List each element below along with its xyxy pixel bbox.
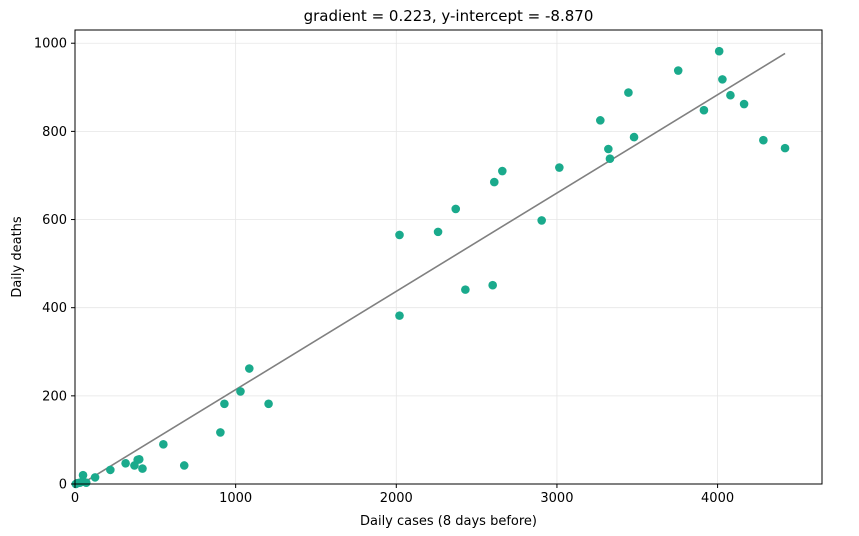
data-point bbox=[673, 66, 683, 75]
data-point bbox=[433, 227, 443, 237]
x-tick-label: 2000 bbox=[380, 491, 413, 506]
data-point bbox=[236, 387, 245, 396]
y-tick-label: 1000 bbox=[34, 37, 67, 52]
chart-title: gradient = 0.223, y-intercept = -8.870 bbox=[304, 7, 594, 25]
data-point bbox=[461, 285, 470, 294]
data-point bbox=[179, 461, 189, 470]
data-point bbox=[699, 105, 709, 115]
data-point bbox=[605, 154, 615, 164]
axis-ticks: 0 1000 2000 3000 4000 0 200 400 600 800 1000 bbox=[34, 37, 734, 506]
data-point bbox=[604, 144, 613, 154]
fit-line-group bbox=[75, 52, 786, 489]
data-point bbox=[537, 216, 546, 225]
data-point bbox=[138, 464, 147, 473]
data-point bbox=[714, 46, 724, 56]
x-tick-label: 1000 bbox=[219, 491, 252, 506]
y-tick-label: 0 bbox=[59, 478, 67, 493]
data-point bbox=[596, 116, 605, 125]
data-point bbox=[489, 177, 499, 187]
data-points bbox=[71, 46, 790, 489]
data-point bbox=[245, 364, 254, 373]
data-point bbox=[220, 399, 229, 409]
data-point bbox=[718, 75, 727, 84]
data-point bbox=[759, 135, 768, 145]
data-point bbox=[451, 204, 461, 214]
data-point bbox=[78, 470, 88, 480]
data-point bbox=[726, 90, 735, 100]
y-tick-label: 800 bbox=[42, 125, 67, 140]
data-point bbox=[121, 458, 130, 468]
x-tick-label: 3000 bbox=[540, 491, 573, 506]
x-axis-label: Daily cases (8 days before) bbox=[360, 514, 537, 529]
data-point bbox=[395, 230, 404, 240]
data-point bbox=[498, 166, 507, 176]
x-tick-label: 0 bbox=[71, 491, 79, 506]
data-point bbox=[90, 473, 100, 482]
data-point bbox=[216, 428, 225, 437]
data-point bbox=[624, 88, 633, 97]
data-point bbox=[159, 440, 168, 449]
y-axis-label: Daily deaths bbox=[10, 216, 25, 298]
y-tick-label: 400 bbox=[42, 301, 67, 316]
data-point bbox=[488, 280, 497, 290]
x-tick-label: 4000 bbox=[701, 491, 734, 506]
data-point bbox=[81, 478, 91, 487]
data-point bbox=[395, 311, 404, 320]
data-point bbox=[739, 99, 749, 109]
y-tick-label: 600 bbox=[42, 213, 67, 228]
plot-area-frame bbox=[74, 29, 823, 485]
data-point bbox=[264, 399, 273, 409]
data-point bbox=[629, 132, 639, 142]
fit-line bbox=[75, 52, 786, 489]
grid-lines bbox=[74, 30, 822, 485]
y-tick-label: 200 bbox=[42, 389, 67, 404]
data-point bbox=[555, 163, 564, 172]
data-point bbox=[134, 455, 144, 464]
data-point bbox=[780, 143, 790, 153]
data-point bbox=[106, 465, 115, 475]
